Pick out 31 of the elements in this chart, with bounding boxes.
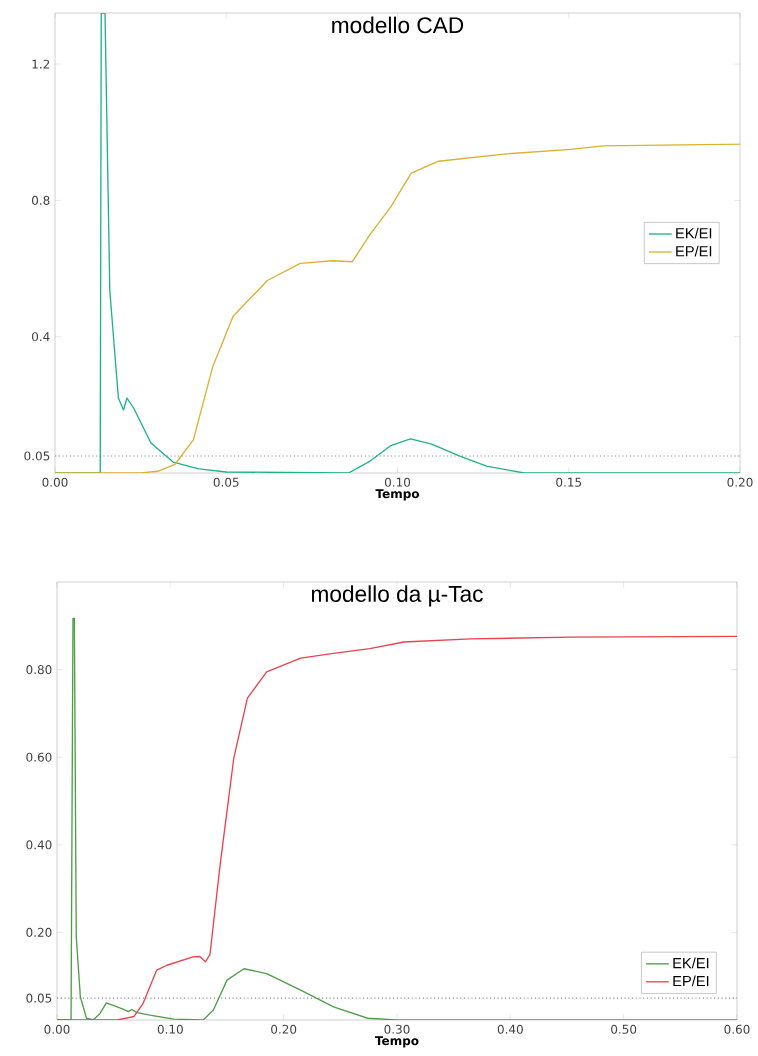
x-tick-label: 0.00 xyxy=(42,477,68,487)
y-tick-label: 0.40 xyxy=(26,840,52,850)
x-tick-label: 0.10 xyxy=(157,1024,183,1034)
y-tick-label: 0.05 xyxy=(26,993,52,1003)
x-tick-label: 0.30 xyxy=(384,1024,410,1034)
legend-label: EP/EI xyxy=(673,975,709,987)
x-tick-label: 0.60 xyxy=(724,1024,750,1034)
legend-label: EK/EI xyxy=(673,957,709,969)
x-tick-label: 0.10 xyxy=(384,477,411,487)
x-tick-label: 0.15 xyxy=(556,477,582,487)
legend-label: EK/EI xyxy=(676,227,712,239)
y-tick-label: 0.8 xyxy=(32,195,50,205)
x-tick-label: 0.05 xyxy=(213,477,239,487)
chart-title: modello CAD xyxy=(332,16,464,34)
y-tick-label: 0.20 xyxy=(26,927,52,937)
line-series xyxy=(55,143,740,473)
y-tick-label: 0.80 xyxy=(26,665,52,675)
chart-title: modello da µ-Tac xyxy=(311,585,483,607)
x-tick-label: 0.40 xyxy=(497,1024,523,1034)
x-tick-label: 0.20 xyxy=(727,477,753,487)
x-axis-title: Tempo xyxy=(375,1036,419,1048)
x-tick-label: 0.20 xyxy=(271,1024,297,1034)
y-tick-label: 0.60 xyxy=(26,752,52,762)
x-tick-label: 0.00 xyxy=(44,1024,70,1034)
y-tick-label: 1.2 xyxy=(32,59,50,69)
y-tick-label: 0.05 xyxy=(24,451,50,461)
x-tick-label: 0.50 xyxy=(611,1024,637,1034)
line-series xyxy=(55,12,740,473)
y-tick-label: 0.4 xyxy=(32,332,50,342)
legend-label: EP/EI xyxy=(676,245,712,257)
x-axis-title: Tempo xyxy=(375,489,420,501)
